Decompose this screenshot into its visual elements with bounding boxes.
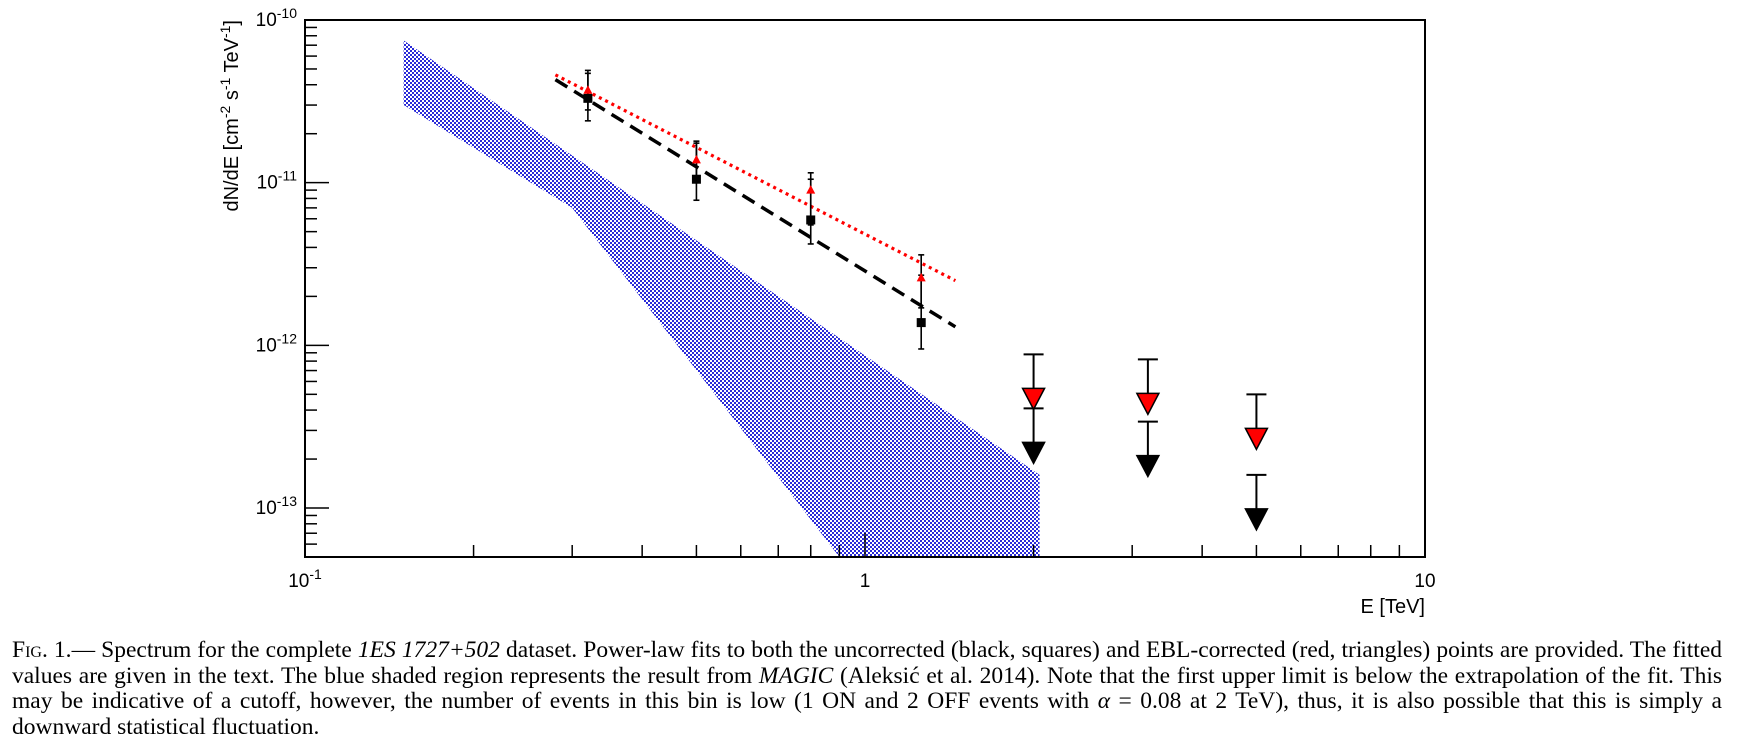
ebl-corrected-upper-limit-arrow — [1135, 392, 1161, 416]
x-axis-title: E [TeV] — [1361, 596, 1425, 618]
ebl-corrected-point — [691, 154, 701, 164]
y-tick-label: 10-13 — [256, 493, 298, 519]
magic-band — [403, 40, 1040, 557]
caption-text-1: — Spectrum for the complete — [71, 637, 358, 663]
ebl-corrected-fit-line — [554, 73, 957, 283]
uncorrected-upper-limit-arrow — [1135, 454, 1161, 479]
uncorrected-point — [916, 318, 926, 328]
y-tick-label: 10-10 — [256, 5, 298, 31]
y-tick-label: 10-12 — [256, 330, 298, 356]
caption-source-name: 1ES 1727+502 — [357, 637, 500, 663]
y-tick-label: 10-11 — [257, 168, 298, 194]
ebl-corrected-point — [583, 85, 593, 94]
y-axis-title: dN/dE [cm-2 s-1 TeV-1] — [217, 20, 243, 212]
caption-magic: MAGIC — [758, 662, 834, 689]
x-tick-label: 10-1 — [288, 566, 322, 592]
uncorrected-upper-limit-arrow — [1021, 441, 1046, 465]
x-tick-label: 10 — [1414, 571, 1435, 592]
x-tick-label: 1 — [860, 571, 871, 592]
ebl-corrected-upper-limit-arrow — [1021, 387, 1046, 412]
caption-text-3: (Aleksić et al. 2014). Note that the fir… — [12, 662, 1722, 714]
caption-label: Fig. 1. — [12, 637, 72, 663]
uncorrected-upper-limit-arrow — [1244, 508, 1269, 532]
caption-text-2: dataset. Power-law fits to both the unco… — [12, 637, 1723, 689]
ebl-corrected-upper-limit-arrow — [1244, 427, 1269, 451]
ebl-corrected-point — [806, 185, 816, 194]
caption-alpha: α — [1097, 688, 1111, 714]
uncorrected-fit-line — [554, 78, 957, 329]
figure-caption: Fig. 1.— Spectrum for the complete 1ES 1… — [12, 637, 1723, 740]
caption-text-4: = 0.08 at 2 TeV), thus, it is also possi… — [12, 688, 1722, 740]
ebl-corrected-point — [916, 272, 926, 282]
